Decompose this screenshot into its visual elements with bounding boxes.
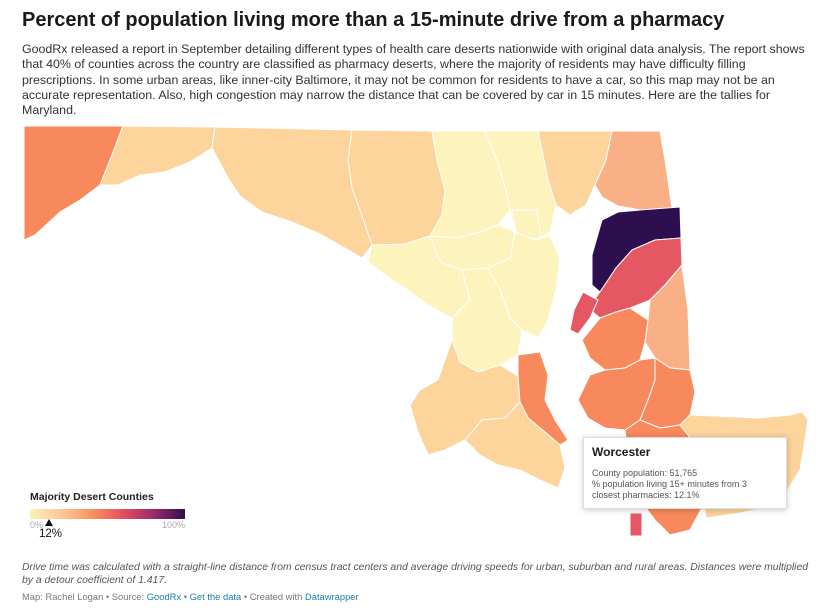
chart-description: GoodRx released a report in September de…	[22, 42, 805, 118]
legend: Majority Desert Counties 0% 100%	[30, 491, 210, 531]
legend-min-label: 0%	[30, 520, 44, 530]
county-baltimore-city[interactable]	[511, 209, 542, 241]
county-st-marys[interactable]	[464, 401, 566, 489]
county-tooltip: Worcester County population: 51,765 % po…	[583, 437, 787, 509]
tooltip-population: County population: 51,765	[592, 468, 698, 478]
credits: Map: Rachel Logan • Source: GoodRx • Get…	[22, 591, 359, 602]
legend-color-scale	[30, 509, 185, 519]
credits-created-with: • Created with	[241, 591, 305, 602]
legend-labels: 0% 100%	[30, 519, 185, 531]
tooltip-percent-line-1: % population living 15+ minutes from 3	[592, 479, 747, 489]
legend-title: Majority Desert Counties	[30, 491, 154, 503]
legend-hover-value: 12%	[39, 528, 63, 540]
datawrapper-link[interactable]: Datawrapper	[304, 591, 359, 602]
county-kent-island[interactable]	[569, 291, 599, 335]
county-caroline[interactable]	[644, 264, 691, 371]
county-washington[interactable]	[211, 126, 373, 259]
legend-max-label: 100%	[161, 520, 185, 530]
credits-separator: •	[181, 591, 190, 602]
tooltip-county-name: Worcester	[592, 445, 651, 459]
county-somerset-island[interactable]	[629, 512, 643, 537]
credits-prefix: Map: Rachel Logan • Source:	[22, 591, 147, 602]
county-calvert[interactable]	[517, 351, 569, 446]
legend-value-marker	[44, 519, 53, 526]
chart-title: Percent of population living more than a…	[22, 9, 725, 31]
get-the-data-link[interactable]: Get the data	[189, 591, 242, 602]
chart-notes: Drive time was calculated with a straigh…	[22, 562, 809, 586]
source-link[interactable]: GoodRx	[146, 591, 182, 602]
county-cecil[interactable]	[594, 130, 673, 213]
tooltip-percent-line-2: closest pharmacies: 12.1%	[592, 490, 700, 500]
